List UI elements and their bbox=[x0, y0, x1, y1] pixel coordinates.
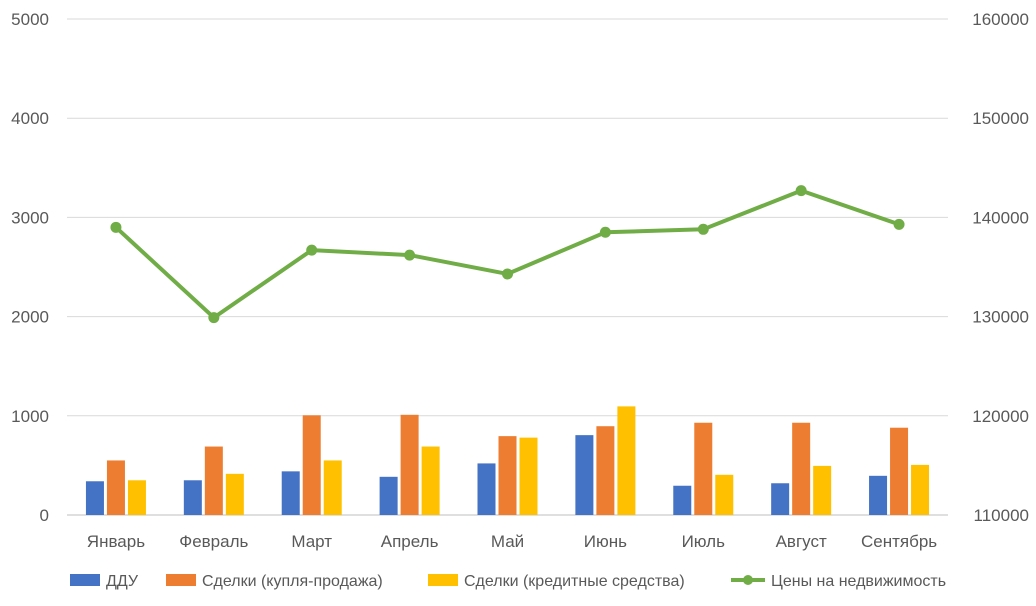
right-tick-label: 150000 bbox=[972, 109, 1029, 128]
bar-2-4 bbox=[400, 414, 419, 515]
price-line bbox=[114, 188, 900, 320]
legend-swatch bbox=[70, 574, 100, 586]
bar-3-2 bbox=[225, 473, 244, 515]
category-label: Март bbox=[291, 532, 332, 551]
bar-3-9 bbox=[911, 464, 930, 515]
legend-swatch bbox=[166, 574, 196, 586]
bar-1-5 bbox=[477, 463, 496, 515]
price-point-8 bbox=[795, 185, 807, 197]
legend-label: Сделки (кредитные средства) bbox=[464, 573, 685, 590]
legend-label: Цены на недвижимость bbox=[771, 573, 946, 590]
right-axis-ticks: 110000 120000 130000 140000 150000 160000 bbox=[972, 10, 1029, 525]
bar-3-5 bbox=[519, 437, 538, 515]
bar-2-1 bbox=[106, 460, 125, 515]
bar-1-1 bbox=[85, 481, 104, 515]
bar-3-1 bbox=[127, 480, 146, 515]
category-label: Сентябрь bbox=[861, 532, 937, 551]
left-tick-label: 2000 bbox=[11, 308, 49, 327]
legend-label: ДДУ bbox=[106, 573, 139, 590]
right-tick-label: 120000 bbox=[972, 407, 1029, 426]
bar-1-2 bbox=[183, 480, 202, 515]
price-point-7 bbox=[697, 223, 709, 235]
legend: ДДУ Сделки (купля-продажа) Сделки (кредитн… bbox=[70, 573, 946, 590]
bar-1-7 bbox=[673, 485, 692, 515]
bar-3-3 bbox=[323, 460, 342, 515]
category-labels: Январь Февраль Март Апрель Май Июнь Июль Август… bbox=[87, 532, 937, 551]
bar-2-9 bbox=[890, 427, 909, 515]
category-label: Июнь bbox=[584, 532, 627, 551]
bar-3-4 bbox=[421, 446, 440, 515]
price-point-5 bbox=[502, 268, 513, 280]
bar-1-8 bbox=[771, 483, 790, 515]
bar-2-3 bbox=[302, 415, 321, 515]
price-point-2 bbox=[208, 312, 220, 324]
bar-2-6 bbox=[596, 426, 615, 515]
price-point-3 bbox=[306, 244, 318, 256]
bar-1-6 bbox=[575, 435, 594, 515]
right-tick-label: 110000 bbox=[974, 506, 1029, 525]
legend-item-2: Сделки (купля-продажа) bbox=[166, 573, 383, 590]
category-label: Январь bbox=[87, 532, 145, 551]
left-tick-label: 3000 bbox=[11, 208, 49, 227]
bar-1-9 bbox=[869, 475, 888, 515]
right-tick-label: 160000 bbox=[972, 10, 1029, 29]
legend-item-1: ДДУ bbox=[70, 573, 139, 590]
price-point-4 bbox=[404, 249, 416, 261]
category-label: Август bbox=[776, 532, 827, 551]
bar-series bbox=[85, 406, 930, 515]
left-tick-label: 0 bbox=[40, 506, 49, 525]
legend-label: Сделки (купля-продажа) bbox=[202, 573, 383, 590]
right-tick-label: 140000 bbox=[972, 208, 1029, 227]
legend-marker bbox=[743, 575, 753, 585]
category-label: Июль bbox=[682, 532, 726, 551]
price-point-9 bbox=[893, 218, 905, 230]
legend-item-3: Сделки (кредитные средства) bbox=[428, 573, 685, 590]
bar-3-6 bbox=[617, 406, 636, 515]
bar-2-5 bbox=[498, 436, 517, 515]
category-label: Февраль bbox=[179, 532, 248, 551]
left-tick-label: 5000 bbox=[11, 10, 49, 29]
legend-swatch bbox=[428, 574, 458, 586]
bar-2-7 bbox=[694, 422, 713, 515]
category-label: Апрель bbox=[381, 532, 439, 551]
left-axis-ticks: 0 1000 2000 3000 4000 5000 bbox=[11, 10, 49, 525]
bar-2-2 bbox=[204, 446, 223, 515]
left-tick-label: 4000 bbox=[11, 109, 49, 128]
bar-1-4 bbox=[379, 476, 398, 515]
category-label: Май bbox=[491, 532, 524, 551]
bar-3-7 bbox=[715, 474, 734, 515]
bar-1-3 bbox=[281, 471, 300, 515]
right-tick-label: 130000 bbox=[972, 308, 1029, 327]
line-series bbox=[110, 185, 905, 324]
price-point-1 bbox=[110, 221, 122, 233]
bar-2-8 bbox=[792, 422, 811, 515]
price-point-6 bbox=[599, 226, 611, 238]
legend-item-4: Цены на недвижимость bbox=[731, 573, 946, 590]
left-tick-label: 1000 bbox=[11, 407, 49, 426]
bar-3-8 bbox=[813, 465, 832, 515]
